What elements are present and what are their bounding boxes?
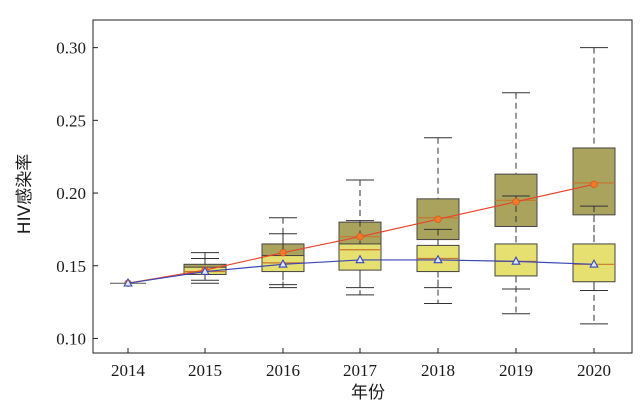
x-tick-label: 2017 <box>343 361 378 380</box>
series-1-point-2019 <box>512 198 520 206</box>
x-axis-label: 年份 <box>351 383 385 403</box>
x-tick-label: 2014 <box>111 361 146 380</box>
y-tick-label: 0.10 <box>56 329 86 348</box>
series-2-point-2017 <box>355 254 365 264</box>
y-tick-label: 0.30 <box>56 39 86 58</box>
y-tick-label: 0.15 <box>56 257 86 276</box>
plot-frame <box>92 19 633 354</box>
y-tick-label: 0.20 <box>56 184 86 203</box>
series-2-point-2016 <box>278 258 288 268</box>
y-tick-label: 0.25 <box>56 111 86 130</box>
series-1-point-2016 <box>279 248 287 257</box>
series-2-point-2019 <box>511 256 521 265</box>
series-2-point-2018 <box>433 254 443 264</box>
x-tick-label: 2019 <box>499 361 533 380</box>
y-axis-label: HIV感染率 <box>15 154 35 234</box>
series-2-point-2020 <box>589 258 599 268</box>
x-tick-label: 2015 <box>188 361 222 380</box>
series-2-point-2015 <box>200 266 210 275</box>
series-1-point-2020 <box>590 180 598 189</box>
x-tick-label: 2018 <box>421 361 455 380</box>
series-1-point-2017 <box>356 232 364 241</box>
box-group-2-2020 <box>572 205 616 291</box>
x-tick-label: 2016 <box>266 361 300 380</box>
box-group-2-2019 <box>494 195 538 290</box>
series-1-point-2018 <box>434 215 442 223</box>
x-tick-label: 2020 <box>577 361 611 380</box>
series-2-point-2014 <box>123 277 133 287</box>
